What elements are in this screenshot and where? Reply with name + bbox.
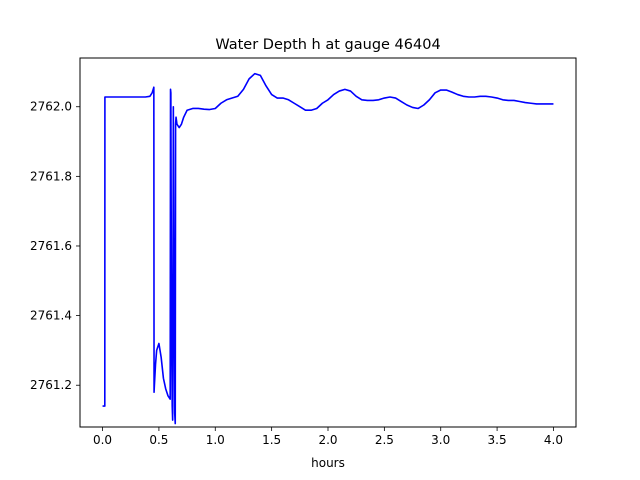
x-tick-label: 3.5 — [488, 433, 507, 447]
plot-layer — [102, 72, 554, 425]
y-tick-label: 2761.2 — [30, 378, 72, 392]
chart-title: Water Depth h at gauge 46404 — [215, 37, 440, 53]
x-tick-label: 0.5 — [149, 433, 168, 447]
y-tick-label: 2761.6 — [30, 239, 72, 253]
x-tick-label: 4.0 — [544, 433, 563, 447]
x-tick-label: 2.5 — [375, 433, 394, 447]
x-axis-title: hours — [311, 456, 345, 470]
ticks-layer: 0.0 0.5 1.0 1.5 2.0 2.5 3.0 3.5 4.0 2761.2 2761.4 2… — [30, 100, 563, 447]
x-tick-label: 0.0 — [93, 433, 112, 447]
series-line-0 — [102, 72, 554, 425]
x-tick-label: 2.0 — [318, 433, 337, 447]
y-tick-label: 2761.8 — [30, 169, 72, 183]
plot-frame — [79, 57, 577, 428]
y-tick-label: 2761.4 — [30, 309, 72, 323]
x-tick-label: 3.0 — [431, 433, 450, 447]
x-tick-label: 1.0 — [206, 433, 225, 447]
y-tick-label: 2762.0 — [30, 100, 72, 114]
x-tick-label: 1.5 — [262, 433, 281, 447]
